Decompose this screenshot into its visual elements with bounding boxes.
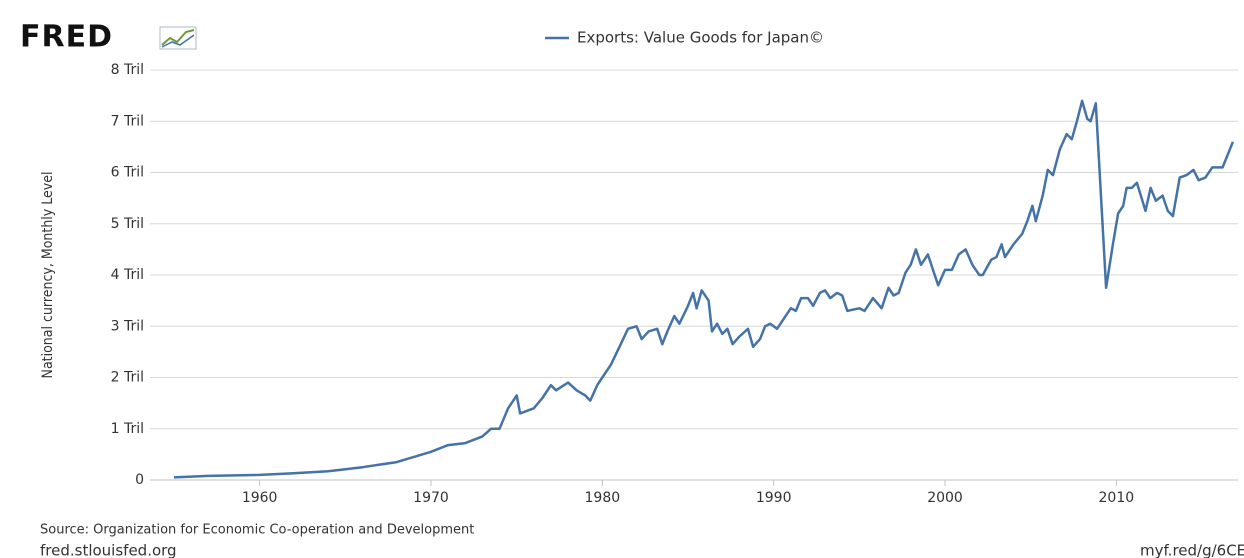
y-tick-label: 1 Tril [111,421,144,437]
x-tick-label: 1990 [756,490,792,506]
x-tick-label: 1970 [413,490,449,506]
legend-label: Exports: Value Goods for Japan© [577,29,824,47]
site: fred.stlouisfed.org [40,542,177,558]
y-tick-label: 5 Tril [111,216,144,232]
y-tick-label: 7 Tril [111,113,144,129]
short-url: myf.red/g/6CEc [1140,542,1244,558]
source: Source: Organization for Economic Co-ope… [40,523,474,538]
y-tick-label: 3 Tril [111,318,144,334]
x-tick-label: 2010 [1099,490,1135,506]
y-tick-label: 6 Tril [111,165,144,181]
x-tick-label: 1980 [585,490,621,506]
logo: FRED [20,20,113,55]
y-tick-label: 0 [135,472,144,488]
x-tick-label: 1960 [242,490,278,506]
y-tick-label: 4 Tril [111,267,144,283]
x-tick-label: 2000 [927,490,963,506]
y-tick-label: 2 Tril [111,370,144,386]
legend: Exports: Value Goods for Japan© [545,29,824,47]
y-axis-label: National currency, Monthly Level [40,172,56,379]
logo-icon [159,26,197,50]
series-line [173,99,1235,479]
y-tick-label: 8 Tril [111,62,144,78]
